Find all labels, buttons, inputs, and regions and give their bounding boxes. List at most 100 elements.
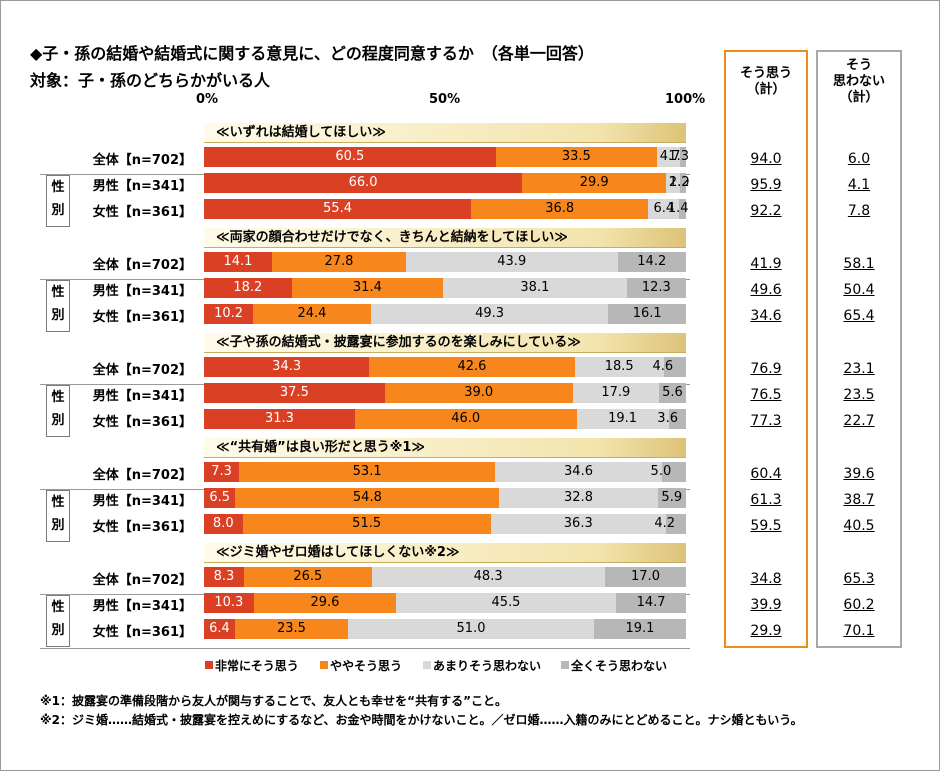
data-label: 53.1 bbox=[352, 464, 382, 479]
row-label: 女性【n=361】 bbox=[92, 205, 192, 220]
data-label: 18.5 bbox=[604, 359, 634, 374]
agree-total-value: 34.6 bbox=[750, 308, 782, 324]
agree-total-value: 34.8 bbox=[750, 571, 782, 587]
axis-tick-100: 100% bbox=[665, 92, 706, 107]
bar-segment-strongly-agree bbox=[204, 462, 240, 482]
bar-segment-somewhat-agree bbox=[235, 488, 500, 508]
gender-label: 性 別 bbox=[46, 385, 70, 437]
row-label: 全体【n=702】 bbox=[92, 573, 192, 588]
disagree-total-value: 65.3 bbox=[843, 571, 875, 587]
data-label: 49.3 bbox=[475, 306, 505, 321]
agree-total-value: 41.9 bbox=[750, 256, 782, 272]
data-label: 5.9 bbox=[661, 490, 683, 505]
row-label: 全体【n=702】 bbox=[92, 363, 192, 378]
bar-segment-somewhat-disagree bbox=[657, 147, 680, 167]
data-label: 14.7 bbox=[636, 595, 666, 610]
bar-segment-strongly-disagree bbox=[668, 409, 686, 429]
data-label: 4.2 bbox=[654, 516, 676, 531]
section-title: ≪“共有婚”は良い形だと思う※1≫ bbox=[204, 438, 686, 458]
bar-segment-somewhat-disagree bbox=[574, 357, 664, 377]
agree-total-value: 94.0 bbox=[750, 151, 782, 167]
data-label: 36.3 bbox=[563, 516, 593, 531]
data-label: 37.5 bbox=[279, 385, 309, 400]
legend-strongly-agree: 非常にそう思う bbox=[215, 659, 299, 673]
data-label: 17.0 bbox=[631, 569, 660, 584]
bar-segment-somewhat-disagree bbox=[348, 619, 594, 639]
bar-segment-strongly-agree bbox=[204, 567, 244, 587]
disagree-total-column bbox=[816, 50, 902, 648]
data-label: 14.1 bbox=[223, 254, 253, 269]
data-label: 33.5 bbox=[561, 149, 591, 164]
legend-swatch-somewhat-agree bbox=[320, 661, 328, 669]
bar-segment-somewhat-disagree bbox=[371, 567, 605, 587]
bar-segment-strongly-agree bbox=[204, 409, 355, 429]
data-label: 51.5 bbox=[352, 516, 382, 531]
bar-segment-strongly-disagree bbox=[626, 278, 686, 298]
data-label: 10.3 bbox=[214, 595, 244, 610]
bar-segment-strongly-disagree bbox=[617, 252, 686, 272]
chart-bottom-line bbox=[40, 648, 690, 649]
data-label: 55.4 bbox=[323, 201, 352, 216]
row-label: 全体【n=702】 bbox=[92, 153, 192, 168]
data-label: 14.2 bbox=[637, 254, 667, 269]
section-title: ≪いずれは結婚してほしい≫ bbox=[204, 123, 686, 143]
agree-total-value: 92.2 bbox=[750, 203, 782, 219]
data-label: 31.3 bbox=[264, 411, 294, 426]
data-label: 6.5 bbox=[209, 490, 230, 505]
data-label: 42.6 bbox=[457, 359, 487, 374]
bar-segment-somewhat-agree bbox=[244, 567, 372, 587]
bar-segment-strongly-agree bbox=[204, 514, 243, 534]
disagree-total-value: 50.4 bbox=[843, 282, 875, 298]
agree-total-column bbox=[724, 50, 808, 648]
axis-tick-50: 50% bbox=[429, 92, 461, 107]
bar-segment-strongly-agree bbox=[204, 304, 254, 324]
data-label: 19.1 bbox=[608, 411, 638, 426]
bar-segment-strongly-agree bbox=[204, 383, 385, 403]
row-label: 女性【n=361】 bbox=[92, 415, 192, 430]
bar-segment-strongly-disagree bbox=[608, 304, 686, 324]
bar-segment-somewhat-disagree bbox=[648, 199, 680, 219]
disagree-total-value: 38.7 bbox=[843, 492, 875, 508]
data-label: 29.9 bbox=[579, 175, 609, 190]
disagree-total-value: 58.1 bbox=[843, 256, 875, 272]
legend-strongly-disagree: 全くそう思わない bbox=[571, 659, 668, 673]
data-label: 7.3 bbox=[211, 464, 232, 479]
data-label: 36.8 bbox=[545, 201, 575, 216]
disagree-total-value: 23.1 bbox=[843, 361, 875, 377]
footnote-1: ※1：披露宴の準備段階から友人が関与することで、友人とも幸せを“共有する”こと。 bbox=[40, 694, 507, 708]
bar-segment-strongly-disagree bbox=[679, 199, 686, 219]
legend-somewhat-disagree: あまりそう思わない bbox=[433, 659, 542, 673]
data-label: 6.4 bbox=[653, 201, 675, 216]
data-label: 4.6 bbox=[652, 359, 674, 374]
bar-segment-somewhat-disagree bbox=[572, 383, 659, 403]
bar-segment-somewhat-disagree bbox=[370, 304, 609, 324]
agree-total-value: 29.9 bbox=[750, 623, 782, 639]
data-label: 19.1 bbox=[625, 621, 655, 636]
data-label: 24.4 bbox=[297, 306, 327, 321]
disagree-total-value: 4.1 bbox=[847, 177, 871, 193]
row-label: 女性【n=361】 bbox=[92, 520, 192, 535]
data-label: 31.4 bbox=[352, 280, 382, 295]
bar-segment-strongly-disagree bbox=[615, 593, 687, 613]
gender-label: 性 別 bbox=[46, 175, 70, 227]
row-label: 女性【n=361】 bbox=[92, 310, 192, 325]
gender-label: 性 別 bbox=[46, 595, 70, 647]
data-label: 10.2 bbox=[214, 306, 244, 321]
bar-segment-somewhat-disagree bbox=[499, 488, 658, 508]
legend-swatch-strongly-agree bbox=[205, 661, 213, 669]
data-label: 51.0 bbox=[456, 621, 486, 636]
bar-segment-somewhat-agree bbox=[271, 252, 406, 272]
bar-segment-strongly-disagree bbox=[604, 567, 687, 587]
data-label: 46.0 bbox=[451, 411, 481, 426]
row-label: 女性【n=361】 bbox=[92, 625, 192, 640]
data-label: 6.4 bbox=[209, 621, 230, 636]
legend-somewhat-agree: ややそう思う bbox=[330, 659, 403, 673]
row-label: 男性【n=341】 bbox=[92, 389, 192, 404]
bar-segment-strongly-agree bbox=[204, 278, 292, 298]
agree-total-value: 76.9 bbox=[750, 361, 782, 377]
data-label: 8.0 bbox=[212, 516, 234, 531]
disagree-total-value: 39.6 bbox=[843, 466, 875, 482]
bar-segment-somewhat-agree bbox=[384, 383, 573, 403]
bar-segment-strongly-disagree bbox=[663, 357, 686, 377]
bar-segment-somewhat-agree bbox=[239, 462, 496, 482]
